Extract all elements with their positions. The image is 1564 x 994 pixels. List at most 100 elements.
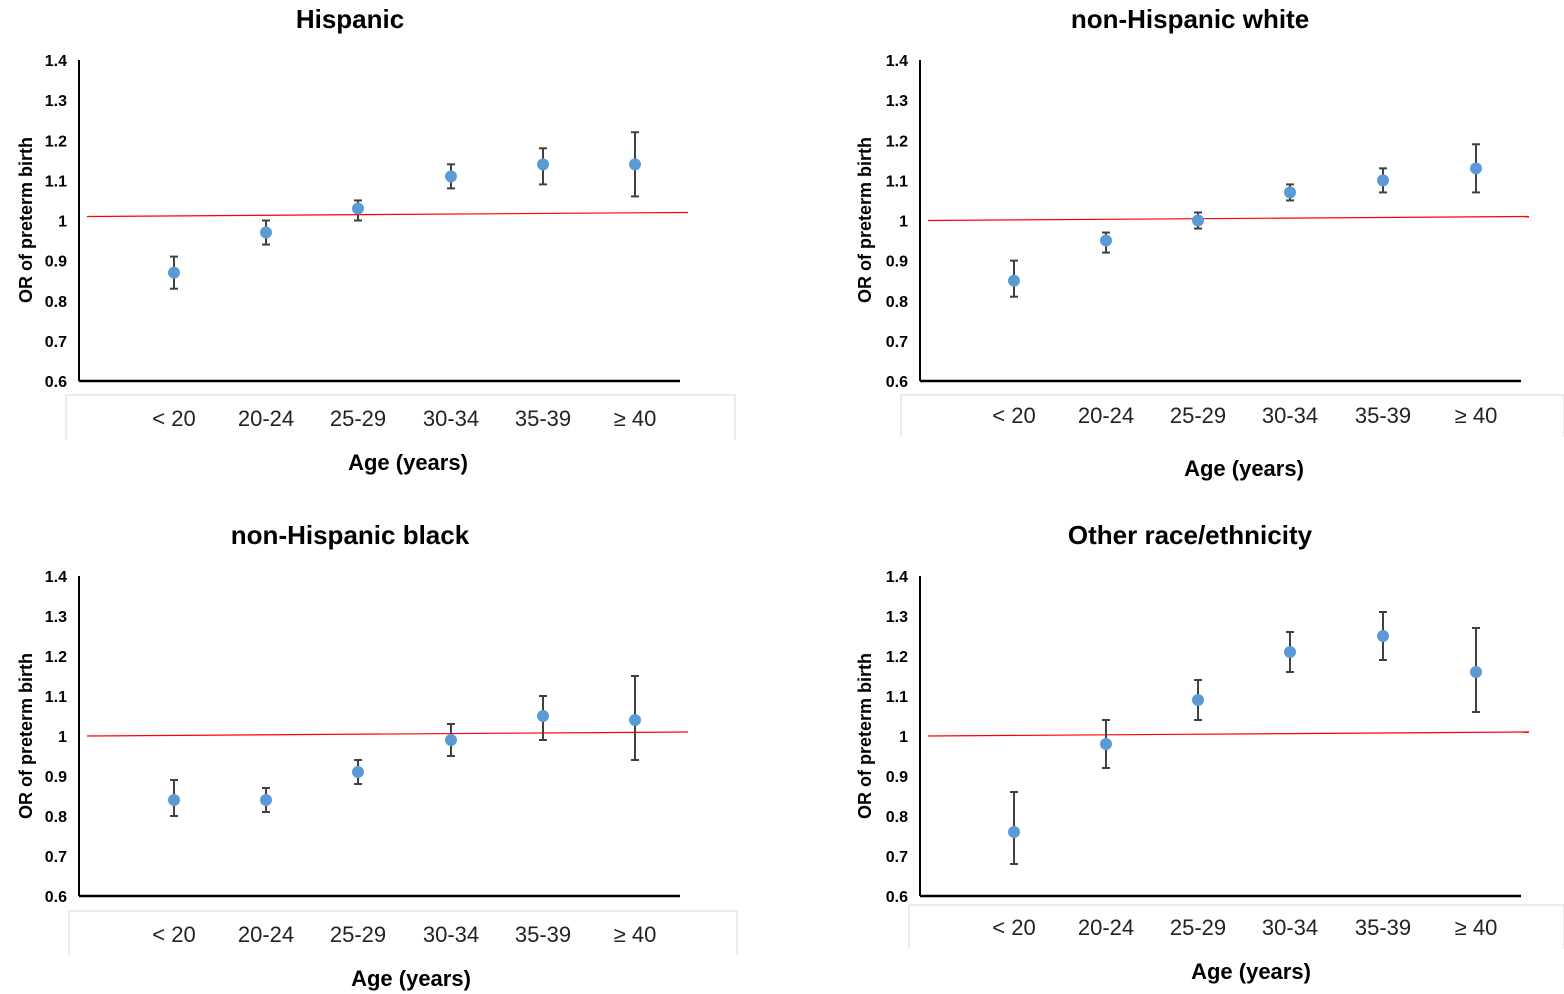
y-tick-label: 1.4 xyxy=(886,569,908,586)
y-tick-label: 0.8 xyxy=(45,294,67,311)
x-category-label: 25-29 xyxy=(330,922,386,947)
x-category-label: 35-39 xyxy=(515,922,571,947)
x-category-label: 25-29 xyxy=(330,406,386,431)
data-point xyxy=(1284,186,1296,199)
y-tick-label: 1.2 xyxy=(886,133,908,150)
y-tick-label: 1.4 xyxy=(45,53,67,70)
y-tick-label: 1 xyxy=(58,729,67,746)
chart-panel: Other race/ethnicity 0.6 0.7 0.8 0.9 1 1.1 1.2 1… xyxy=(855,520,1564,984)
y-tick-label: 1.1 xyxy=(886,173,908,190)
y-tick-label: 1.4 xyxy=(886,53,908,70)
x-category-label: 30-34 xyxy=(1262,915,1318,940)
x-category-label: 25-29 xyxy=(1170,403,1226,428)
y-tick-label: 0.6 xyxy=(45,889,67,906)
data-point xyxy=(1377,174,1389,187)
y-axis-label: OR of preterm birth xyxy=(855,137,875,303)
y-tick-label: 0.7 xyxy=(45,334,67,351)
chart-title: Hispanic xyxy=(296,4,404,34)
y-tick-label: 1.1 xyxy=(45,173,67,190)
category-frame xyxy=(908,904,1564,949)
data-point xyxy=(445,734,457,746)
y-tick-label: 0.8 xyxy=(45,809,67,826)
y-tick-label: 0.6 xyxy=(886,374,908,391)
y-tick-label: 0.6 xyxy=(45,374,67,391)
data-point xyxy=(168,266,180,279)
data-point xyxy=(352,766,364,778)
data-point xyxy=(1100,738,1112,750)
y-tick-label: 0.9 xyxy=(45,769,67,786)
x-category-label: ≥ 40 xyxy=(614,922,657,947)
reference-line xyxy=(86,211,689,218)
reference-line xyxy=(86,731,689,737)
y-tick-label: 1 xyxy=(899,214,908,231)
data-point xyxy=(1100,234,1112,247)
y-tick-label: 0.8 xyxy=(886,294,908,311)
x-category-label: 25-29 xyxy=(1170,915,1226,940)
category-frame xyxy=(65,394,736,440)
y-tick-label: 1.1 xyxy=(45,689,67,706)
data-point xyxy=(537,158,549,171)
y-tick-label: 1.1 xyxy=(886,689,908,706)
y-tick-label: 0.7 xyxy=(45,849,67,866)
data-point xyxy=(1470,162,1482,175)
y-tick-label: 1.2 xyxy=(45,133,67,150)
x-category-label: ≥ 40 xyxy=(1455,403,1498,428)
x-category-label: 30-34 xyxy=(423,922,479,947)
data-point xyxy=(260,794,272,806)
x-category-label: < 20 xyxy=(152,922,195,947)
x-category-label: < 20 xyxy=(992,915,1035,940)
y-tick-label: 1.3 xyxy=(45,93,67,110)
data-point xyxy=(445,170,457,183)
y-tick-label: 1.2 xyxy=(45,649,67,666)
x-category-label: 20-24 xyxy=(1078,915,1134,940)
x-category-label: 30-34 xyxy=(423,406,479,431)
x-category-label: 20-24 xyxy=(238,922,294,947)
category-frame xyxy=(900,394,1564,437)
category-frame xyxy=(68,910,738,955)
y-tick-label: 1.3 xyxy=(45,609,67,626)
x-category-label: 20-24 xyxy=(1078,403,1134,428)
y-axis-label: OR of preterm birth xyxy=(16,137,36,303)
data-point xyxy=(1377,630,1389,642)
x-category-label: 35-39 xyxy=(1355,915,1411,940)
x-category-label: 30-34 xyxy=(1262,403,1318,428)
data-point xyxy=(168,794,180,806)
data-point xyxy=(1284,646,1296,658)
data-point xyxy=(352,202,364,215)
data-point xyxy=(1192,214,1204,227)
data-point xyxy=(629,714,641,726)
data-point xyxy=(1008,826,1020,838)
y-tick-label: 0.8 xyxy=(886,809,908,826)
y-tick-label: 1 xyxy=(58,214,67,231)
y-tick-label: 1.3 xyxy=(886,609,908,626)
y-tick-label: 0.9 xyxy=(45,254,67,271)
y-axis-label: OR of preterm birth xyxy=(855,653,875,819)
chart-title: non-Hispanic white xyxy=(1071,4,1309,34)
x-axis-label: Age (years) xyxy=(1184,456,1304,481)
x-category-label: ≥ 40 xyxy=(1455,915,1498,940)
chart-panel: non-Hispanic black 0.6 0.7 0.8 0.9 1 1.1 1.2 1.3… xyxy=(16,520,738,991)
chart-panel: Hispanic 0.6 0.7 0.8 0.9 1 1.1 1.2 1.3 1.4 OR of p… xyxy=(16,4,736,475)
data-point xyxy=(629,158,641,171)
chart-panel: non-Hispanic white 0.6 0.7 0.8 0.9 1 1.1 1.2 1.3… xyxy=(855,4,1564,481)
data-point xyxy=(260,226,272,239)
x-category-label: < 20 xyxy=(992,403,1035,428)
y-tick-label: 1.2 xyxy=(886,649,908,666)
x-axis-label: Age (years) xyxy=(1191,959,1311,984)
y-tick-label: 1 xyxy=(899,729,908,746)
y-tick-label: 0.6 xyxy=(886,889,908,906)
x-category-label: 35-39 xyxy=(515,406,571,431)
reference-line xyxy=(927,731,1530,737)
x-category-label: 35-39 xyxy=(1355,403,1411,428)
data-point xyxy=(1470,666,1482,678)
x-axis-label: Age (years) xyxy=(348,450,468,475)
y-tick-label: 0.7 xyxy=(886,849,908,866)
x-category-label: < 20 xyxy=(152,406,195,431)
y-tick-label: 0.7 xyxy=(886,334,908,351)
x-axis-label: Age (years) xyxy=(351,966,471,991)
data-point xyxy=(1192,694,1204,706)
chart-title: non-Hispanic black xyxy=(231,520,470,550)
data-point xyxy=(537,710,549,722)
y-tick-label: 0.9 xyxy=(886,769,908,786)
